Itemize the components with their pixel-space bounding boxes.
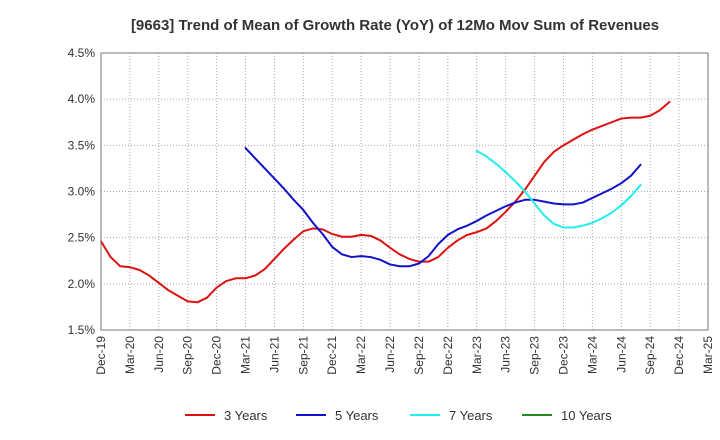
series-line-7-years: [475, 149, 642, 229]
legend-label-3-years[interactable]: 3 Years: [224, 408, 268, 423]
y-tick-label: 3.0%: [68, 185, 96, 199]
x-tick-label: Dec-22: [441, 336, 455, 375]
legend-label-10-years[interactable]: 10 Years: [561, 408, 612, 423]
x-tick-label: Jun-21: [267, 336, 281, 373]
y-tick-label: 2.0%: [68, 277, 96, 291]
chart-title: [9663] Trend of Mean of Growth Rate (YoY…: [131, 17, 659, 34]
x-tick-label: Sep-24: [643, 336, 657, 375]
x-tick-label: Mar-24: [585, 336, 599, 374]
series-line-3-years: [100, 100, 671, 304]
y-tick-label: 4.5%: [68, 46, 96, 60]
legend-label-7-years[interactable]: 7 Years: [449, 408, 493, 423]
x-tick-label: Dec-21: [325, 336, 339, 375]
series-line-5-years: [244, 147, 642, 268]
x-tick-label: Sep-20: [181, 336, 195, 375]
x-tick-label: Dec-23: [556, 336, 570, 375]
y-tick-label: 4.0%: [68, 92, 96, 106]
series-lines: [100, 100, 671, 304]
x-tick-label: Mar-22: [354, 336, 368, 374]
x-tick-label: Jun-24: [614, 336, 628, 373]
y-tick-label: 1.5%: [68, 323, 96, 337]
legend-label-5-years[interactable]: 5 Years: [335, 408, 379, 423]
legend[interactable]: 3 Years 5 Years 7 Years 10 Years: [185, 408, 612, 423]
x-tick-label: Sep-23: [528, 336, 542, 375]
x-tick-label: Jun-23: [499, 336, 513, 373]
x-tick-label: Sep-21: [296, 336, 310, 375]
x-tick-label: Dec-24: [672, 336, 686, 375]
x-tick-label: Mar-20: [123, 336, 137, 374]
x-tick-label: Sep-22: [412, 336, 426, 375]
x-tick-label: Jun-20: [152, 336, 166, 373]
x-tick-label: Mar-25: [701, 336, 715, 374]
x-tick-label: Dec-19: [94, 336, 108, 375]
x-axis: Dec-19 Mar-20 Jun-20 Sep-20 Dec-20 Mar-21 Jun-…: [94, 336, 715, 375]
x-tick-label: Mar-23: [470, 336, 484, 374]
y-axis: 1.5% 2.0% 2.5% 3.0% 3.5% 4.0% 4.5%: [68, 46, 96, 337]
x-tick-label: Dec-20: [210, 336, 224, 375]
x-tick-label: Jun-22: [383, 336, 397, 373]
plot-frame: [100, 52, 709, 331]
x-tick-label: Mar-21: [239, 336, 253, 374]
y-tick-label: 2.5%: [68, 231, 96, 245]
grid: [101, 53, 708, 330]
y-tick-label: 3.5%: [68, 138, 96, 152]
